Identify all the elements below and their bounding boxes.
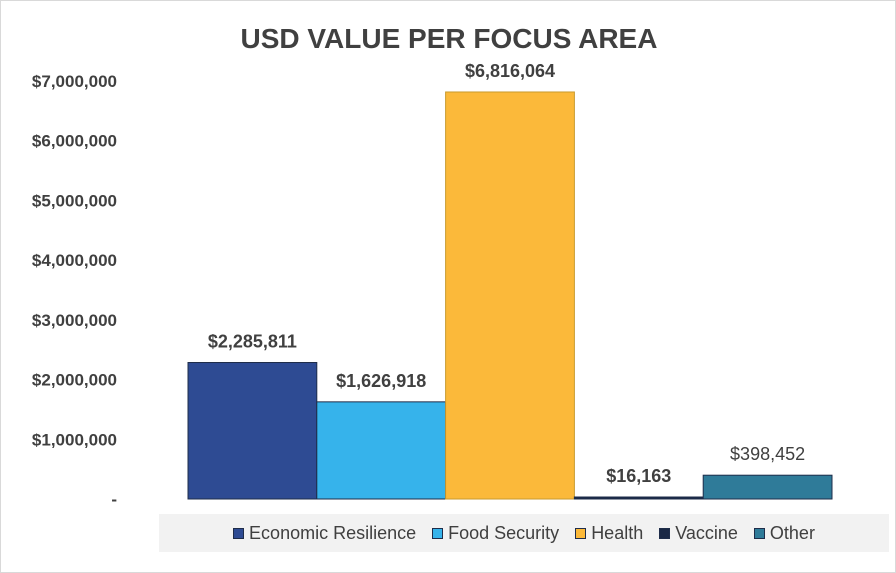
legend-item: Food Security [432,523,559,544]
y-tick-label: $7,000,000 [32,72,117,91]
bars [187,91,833,500]
y-axis-ticks: - $1,000,000 $2,000,000 $3,000,000 $4,000,00… [32,72,117,509]
legend-item: Other [753,522,815,544]
data-labels: $2,285,811 $1,626,918 $6,816,064 $16,163 $39… [208,61,805,486]
data-label: $6,816,064 [465,61,555,81]
legend-item: Health [575,523,643,544]
bar [187,362,318,500]
legend-swatch [659,527,671,539]
chart-title: USD VALUE PER FOCUS AREA [241,23,658,54]
legend-swatch [575,527,587,539]
legend-swatch [432,527,444,539]
legend-item: Vaccine [659,523,738,544]
data-label: $2,285,811 [208,332,297,352]
y-tick-label: $4,000,000 [32,251,117,270]
legend-swatch [233,527,245,539]
legend-item: Economic Resilience [233,523,416,544]
bar [573,496,704,500]
legend-swatch [753,527,765,539]
legend-label: Vaccine [675,522,738,543]
bar [445,91,575,500]
data-label: $398,452 [730,444,805,464]
y-tick-label: $2,000,000 [32,371,117,390]
legend-label: Health [591,522,644,543]
legend-label: Economic Resilience [249,522,417,543]
y-tick-label: $5,000,000 [32,191,117,210]
bar [702,474,833,500]
data-label: $16,163 [606,466,671,486]
legend-label: Other [769,522,815,543]
legend: Economic Resilience Food Security Health Va… [159,514,889,552]
data-label: $1,626,918 [336,371,426,391]
legend-label: Food Security [448,522,560,543]
y-tick-label: - [111,490,117,509]
y-tick-label: $6,000,000 [32,132,117,151]
bar [316,401,447,500]
y-tick-label: $1,000,000 [32,430,117,449]
y-tick-label: $3,000,000 [32,311,117,330]
